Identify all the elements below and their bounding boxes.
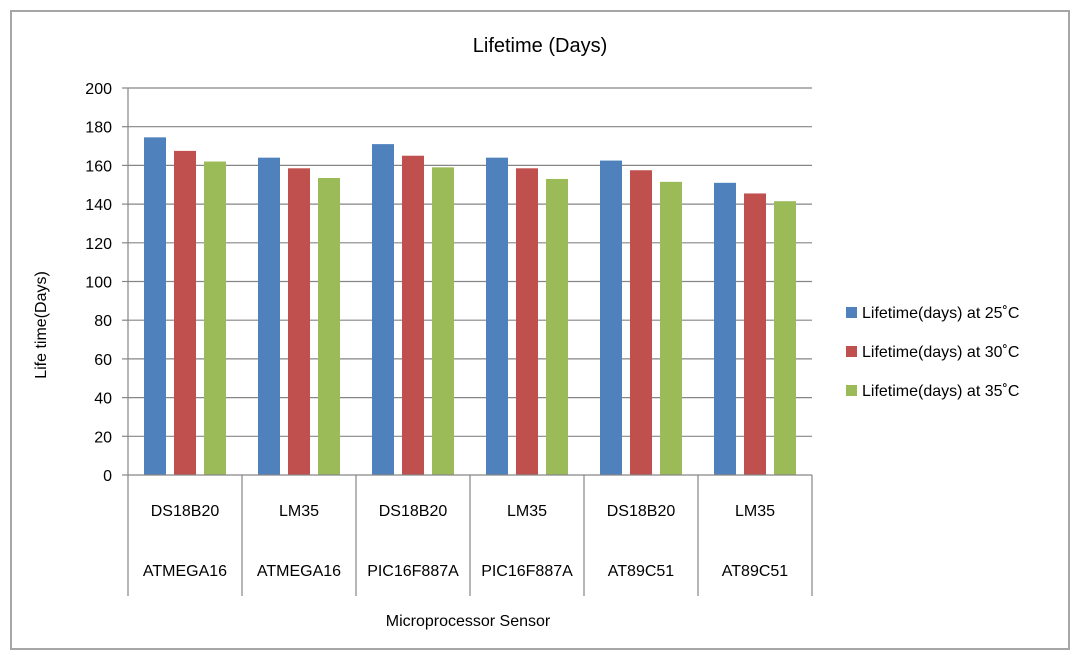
x-tick-label-processor: ATMEGA16	[143, 563, 227, 580]
y-axis-label: Life time(Days)	[33, 271, 50, 379]
chart-title: Lifetime (Days)	[473, 35, 607, 57]
x-tick-label-sensor: LM35	[735, 503, 775, 520]
x-tick-label-sensor: DS18B20	[607, 503, 676, 520]
legend-label-series-2: Lifetime(days) at 30˚C	[862, 344, 1019, 361]
y-tick-label: 160	[85, 158, 112, 175]
bar-series-2	[174, 150, 196, 475]
legend-swatch-series-1	[846, 307, 857, 318]
x-tick-label-sensor: DS18B20	[151, 503, 220, 520]
y-tick-label: 0	[103, 468, 112, 485]
bar-series-1	[372, 144, 394, 476]
bar-series-2	[402, 155, 424, 475]
y-tick-label: 40	[94, 391, 112, 408]
bar-series-1	[144, 137, 166, 475]
bar-series-3	[432, 167, 454, 475]
x-tick-label-sensor: LM35	[507, 503, 547, 520]
x-tick-label-processor: AT89C51	[608, 563, 675, 580]
bar-series-2	[630, 170, 652, 476]
legend-swatch-series-3	[846, 385, 857, 396]
x-tick-label-sensor: DS18B20	[379, 503, 448, 520]
y-tick-label: 180	[85, 120, 112, 137]
x-tick-label-sensor: LM35	[279, 503, 319, 520]
x-tick-label-processor: PIC16F887A	[367, 563, 459, 580]
legend-swatch-series-2	[846, 346, 857, 357]
bar-series-3	[318, 177, 340, 476]
legend-label-series-3: Lifetime(days) at 35˚C	[862, 383, 1019, 400]
bar-series-2	[288, 168, 310, 476]
bar-series-3	[546, 178, 568, 475]
y-tick-label: 140	[85, 197, 112, 214]
y-tick-label: 60	[94, 352, 112, 369]
y-tick-label: 20	[94, 429, 112, 446]
bar-series-2	[744, 193, 766, 475]
x-axis-label: Microprocessor Sensor	[386, 613, 551, 630]
y-tick-label: 80	[94, 313, 112, 330]
bar-series-1	[714, 182, 736, 475]
bar-series-3	[660, 181, 682, 475]
x-tick-label-processor: ATMEGA16	[257, 563, 341, 580]
y-tick-label: 200	[85, 81, 112, 98]
x-tick-label-processor: PIC16F887A	[481, 563, 573, 580]
bar-series-3	[774, 201, 796, 475]
bar-series-1	[600, 160, 622, 475]
y-tick-label: 100	[85, 275, 112, 292]
bar-series-2	[516, 168, 538, 476]
x-tick-label-processor: AT89C51	[722, 563, 789, 580]
y-tick-label: 120	[85, 236, 112, 253]
legend-label-series-1: Lifetime(days) at 25˚C	[862, 305, 1019, 322]
bar-series-1	[258, 157, 280, 475]
bar-series-1	[486, 157, 508, 475]
bar-series-3	[204, 161, 226, 475]
